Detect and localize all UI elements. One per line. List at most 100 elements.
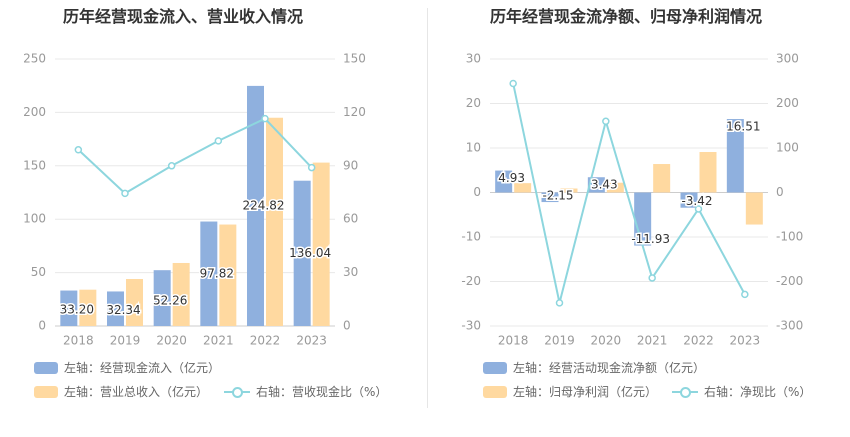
legend-left-revenue[interactable]: 左轴：营业总收入（亿元） [34,383,208,400]
y-right-tick-label: 300 [776,52,799,66]
line-point [261,114,269,123]
y-right-tick-label: 30 [343,265,358,279]
bar-data-label: -3.42 [681,194,712,208]
line-point [648,274,656,282]
x-tick-label: 2021 [203,334,234,348]
x-tick-label: 2021 [637,334,668,348]
y-right-tick-label: -100 [776,230,803,244]
y-left-tick-label: 50 [31,265,46,279]
y-left-tick-label: 200 [23,105,46,119]
bar-series-1 [587,177,605,193]
y-left-tick-label: 20 [466,96,481,110]
legend-label: 左轴：归母净利润（亿元） [513,385,658,399]
bar-series-2 [172,262,190,326]
line-point [509,79,517,88]
legend-label: 左轴：营业总收入（亿元） [64,385,209,399]
y-right-tick-label: 0 [343,319,351,333]
bar-data-label: 136.04 [289,246,331,260]
y-right-tick-label: 60 [343,212,358,226]
bar-series-1 [680,192,698,208]
x-tick-label: 2022 [683,334,714,348]
line-point [602,117,610,126]
line-point [741,290,749,299]
x-tick-label: 2022 [250,334,281,348]
legend-swatch-bar-blue [34,361,58,374]
y-left-tick-label: 150 [23,158,46,172]
bar-series-2 [79,289,97,326]
bar-data-label: -2.15 [542,189,573,203]
line-point [74,146,83,154]
bar-series-1 [247,85,264,326]
line-series [77,117,313,195]
y-right-tick-label: 120 [343,105,366,119]
y-left-tick-label: -10 [461,230,481,244]
y-right-tick-label: 90 [343,158,358,172]
y-left-tick-label: 10 [466,141,481,155]
legend-label: 左轴：经营现金流入（亿元） [64,361,221,375]
legend-right-ratio[interactable]: 右轴：净现比（%） [672,383,811,400]
bar-data-label: 97.82 [200,266,234,280]
line-point [694,205,703,213]
legend-label: 左轴：经营活动现金流净额（亿元） [513,361,706,375]
legend-left-ratio[interactable]: 右轴：营收现金比（%） [224,383,387,400]
y-left-tick-label: 30 [466,52,481,66]
y-left-tick-label: -20 [461,274,481,288]
bar-series-2 [219,224,237,326]
bar-data-label: 16.51 [726,120,760,134]
line-point [214,137,223,145]
line-series [512,83,746,304]
bar-series-2 [606,182,624,193]
legend-label: 右轴：净现比（%） [704,385,812,399]
y-right-tick-label: -200 [776,274,803,288]
x-tick-label: 2018 [63,334,94,348]
legend-swatch-bar-orange [34,385,58,398]
x-tick-label: 2023 [296,334,327,348]
bar-series-1 [107,291,124,326]
x-tick-label: 2019 [110,334,141,348]
legend-right-net-profit[interactable]: 左轴：归母净利润（亿元） [483,383,657,400]
y-right-tick-label: -300 [776,319,803,333]
bar-series-1 [60,290,78,326]
bar-data-label: 52.26 [153,293,187,307]
y-left-tick-label: 0 [473,185,481,199]
legend-label: 右轴：营收现金比（%） [256,385,388,399]
legend-right-net-cash[interactable]: 左轴：经营活动现金流净额（亿元） [483,359,705,376]
y-left-tick-label: 100 [23,212,46,226]
bar-series-1 [200,221,218,326]
bar-series-2 [560,188,578,193]
bar-series-1 [293,180,311,326]
x-tick-label: 2023 [730,334,761,348]
bar-data-label: 33.20 [60,303,94,317]
y-left-tick-label: 0 [38,319,46,333]
line-point [307,163,316,172]
right-chart-title: 历年经营现金流净额、归母净利润情况 [490,7,763,26]
bar-data-label: 4.93 [498,171,525,185]
x-tick-label: 2019 [544,334,575,348]
bar-data-label: 3.43 [591,178,618,192]
bar-series-2 [514,183,532,193]
y-right-tick-label: 0 [776,185,784,199]
bar-data-label: -11.93 [631,232,670,246]
x-tick-label: 2018 [498,334,529,348]
y-left-tick-label: 250 [23,52,46,66]
bar-data-label: 32.34 [106,303,140,317]
y-right-tick-label: 200 [776,96,799,110]
bar-series-1 [541,192,559,203]
bar-series-2 [126,279,143,326]
legend-left-cash-inflow[interactable]: 左轴：经营现金流入（亿元） [34,359,220,376]
line-point [167,162,176,170]
bar-series-2 [653,164,671,193]
bar-series-1 [153,270,171,326]
x-tick-label: 2020 [591,334,622,348]
y-left-tick-label: -30 [461,319,481,333]
bar-series-1 [726,119,744,193]
x-tick-label: 2020 [156,334,187,348]
left-chart-title: 历年经营现金流入、营业收入情况 [63,7,304,26]
bar-series-2 [745,192,763,225]
y-right-tick-label: 100 [776,141,799,155]
legend-swatch-bar-orange [483,385,507,398]
bar-series-2 [312,162,330,326]
legend-swatch-line-icon [672,385,698,399]
